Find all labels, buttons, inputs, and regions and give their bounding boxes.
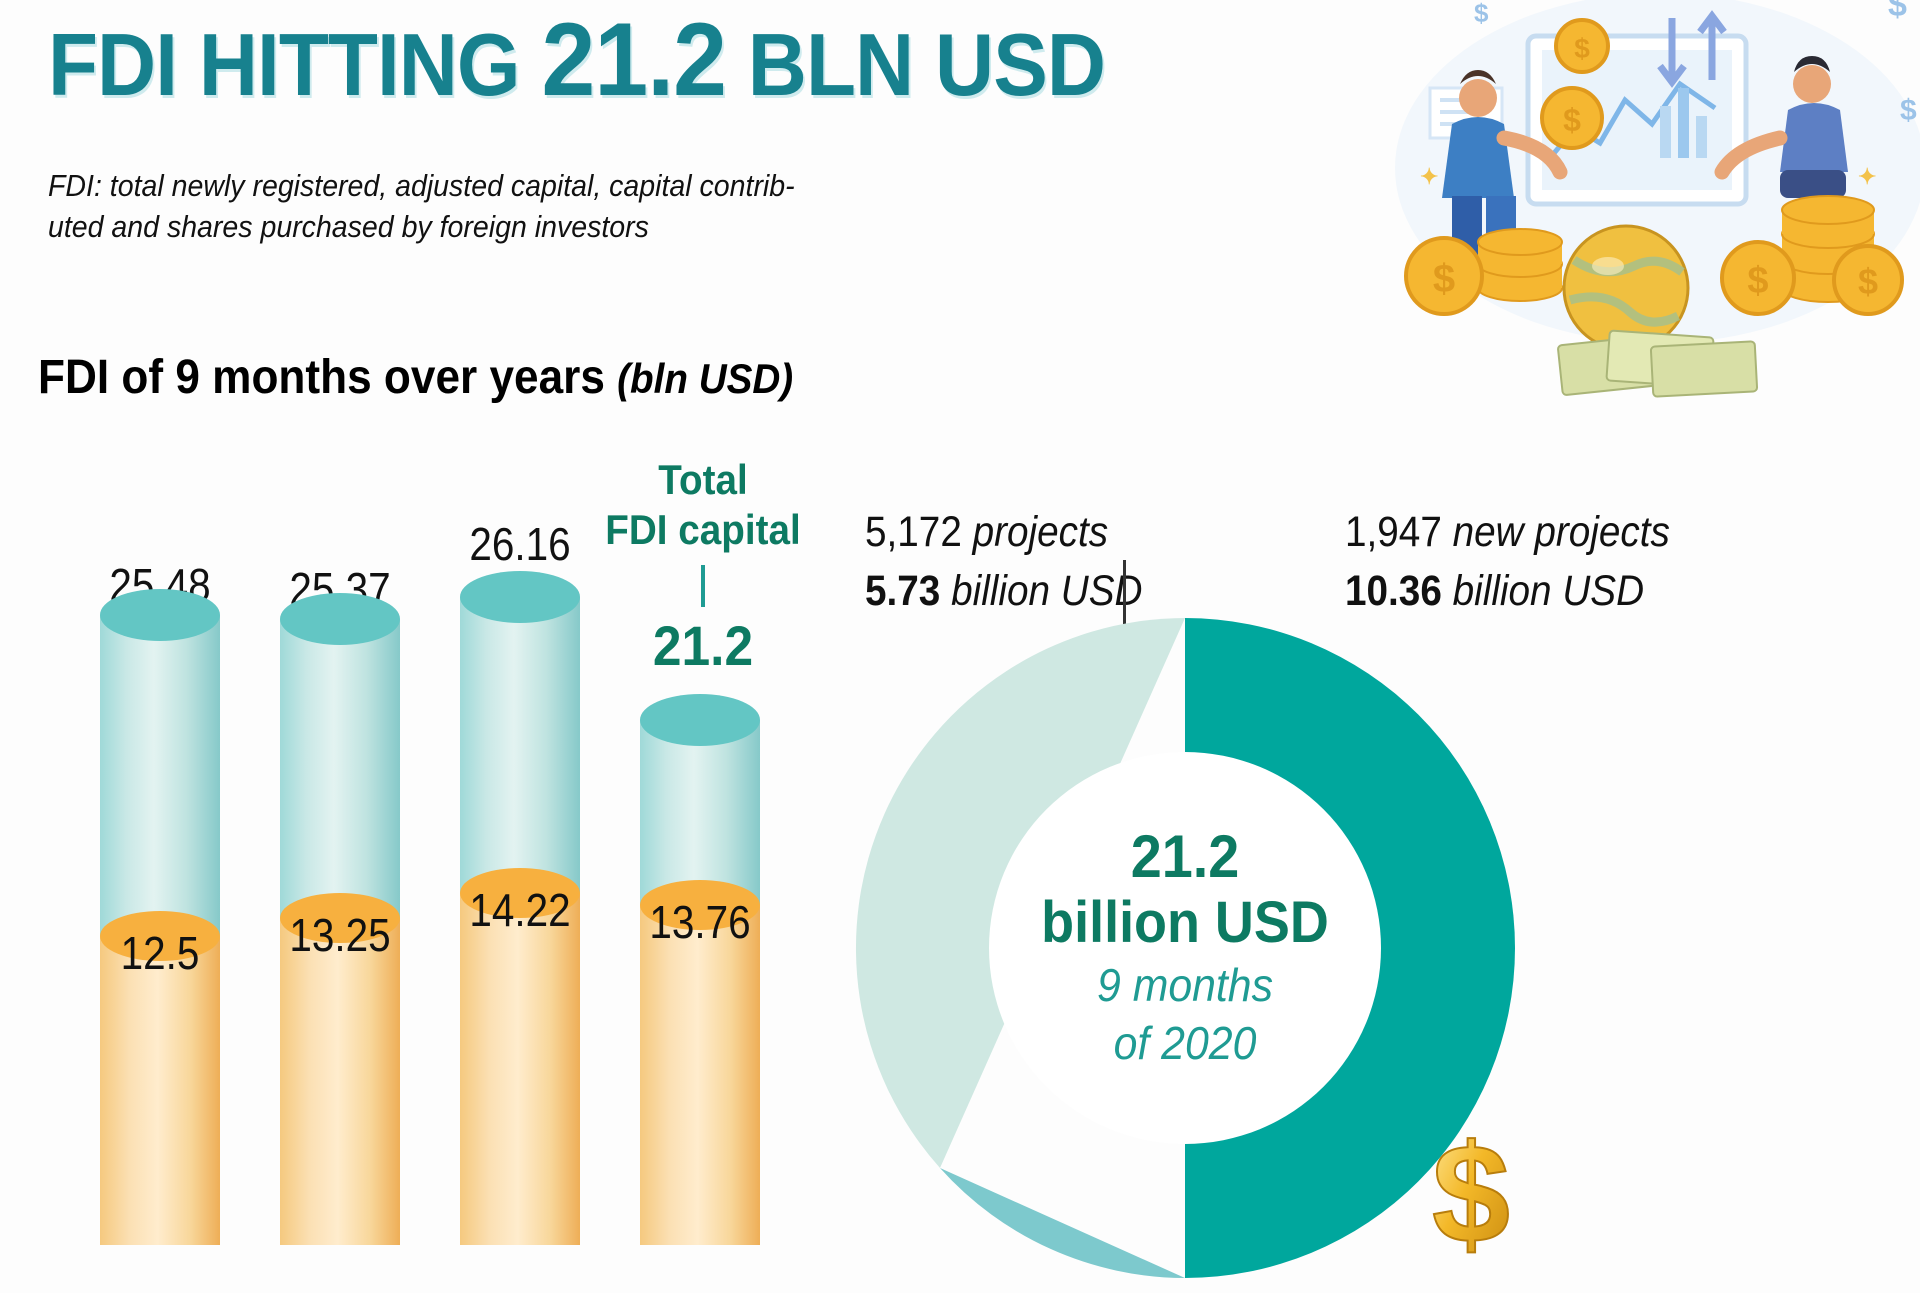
bar-cap-ellipse: [100, 589, 220, 641]
page-title-part2: BLN USD: [725, 15, 1106, 114]
page-title-value: 21.2: [541, 2, 726, 118]
total-fdi-callout: Total FDI capital 21.2: [578, 455, 828, 678]
stat-amount-line: 5.73 billion USD: [865, 567, 1279, 616]
segment-cap-ellipse: [280, 893, 400, 943]
stat-amount-unit: billion USD: [940, 567, 1143, 615]
bar-group[interactable]: 26.16 14.22: [460, 518, 580, 1245]
callout-connector-line: [701, 565, 705, 607]
bar-group[interactable]: 13.76: [640, 685, 760, 1245]
bar-cap-ellipse: [640, 694, 760, 746]
svg-text:$: $: [1858, 261, 1878, 302]
chart-heading-main: FDI of 9 months over years: [38, 351, 618, 404]
bar-bottom-label: 14.22: [469, 884, 571, 936]
page-title: FDI HITTING 21.2 BLN USD: [48, 8, 1106, 118]
stat-amount-unit: billion USD: [1441, 567, 1645, 615]
svg-text:$: $: [1574, 33, 1590, 64]
bar-cylinder: [280, 593, 400, 1245]
bar-bottom-label: 13.76: [649, 896, 751, 948]
total-callout-label-2: FDI capital: [605, 506, 801, 553]
bar-bottom-label: 13.25: [289, 909, 391, 961]
bar-group[interactable]: 25.48 12.5: [100, 559, 220, 1245]
segment-cap-ellipse: [100, 911, 220, 961]
subtitle-line-1: FDI: total newly registered, adjusted ca…: [48, 168, 795, 203]
svg-text:✦: ✦: [1420, 164, 1438, 189]
donut-center-unit: billion USD: [1041, 890, 1329, 955]
segment-cap-ellipse: [460, 868, 580, 918]
donut-segment-contribution[interactable]: [940, 1168, 1185, 1278]
total-callout-value: 21.2: [652, 614, 754, 677]
bar-top-label: 26.16: [469, 518, 571, 570]
stat-projects-line: 1,947 new projects: [1345, 508, 1759, 557]
donut-center-value: 21.2: [1130, 823, 1240, 890]
donut-center-sub-2: of 2020: [1113, 1017, 1257, 1069]
subtitle: FDI: total newly registered, adjusted ca…: [48, 165, 821, 247]
stat-projects-count: 1,947: [1345, 508, 1442, 556]
svg-text:$: $: [1432, 1118, 1510, 1268]
page-title-part1: FDI HITTING: [48, 15, 542, 114]
bar-lower-segment: [100, 911, 220, 1245]
project-stats: 5,172 projects 5.73 billion USD 1,947 ne…: [865, 508, 1905, 660]
svg-text:$: $: [1900, 94, 1917, 127]
bar-cap-ellipse: [460, 571, 580, 623]
donut-center-sub-1: 9 months: [1097, 959, 1273, 1011]
bar-cylinder: [100, 589, 220, 1245]
svg-text:$: $: [1747, 260, 1768, 302]
chart-heading-unit: (bln USD): [617, 355, 794, 402]
donut-center-text: 21.2 billion USD 9 months of 2020: [1020, 824, 1350, 1072]
stat-amount-value: 5.73: [865, 567, 941, 615]
bar-cylinder: [460, 571, 580, 1245]
svg-text:$: $: [1888, 0, 1907, 24]
donut-hole: [989, 752, 1381, 1144]
stat-projects-unit: new projects: [1441, 508, 1670, 556]
stat-projects-unit: projects: [961, 508, 1109, 556]
bar-lower-segment: [460, 868, 580, 1245]
svg-text:$: $: [1563, 102, 1581, 138]
chart-heading: FDI of 9 months over years (bln USD): [38, 350, 793, 405]
stat-amount-line: 10.36 billion USD: [1345, 567, 1759, 616]
bar-bottom-label: 12.5: [120, 927, 200, 979]
total-callout-label-1: Total: [658, 456, 748, 503]
bar-chart: 25.48 12.5 25.37 13.25 26.16 14.22: [30, 455, 830, 1245]
bar-cap-ellipse: [280, 593, 400, 645]
bar-lower-segment: [280, 893, 400, 1245]
fdi-investors-illustration: $ $ $ $ $ $ $ $ ✦ ✦: [1360, 0, 1920, 418]
svg-text:✦: ✦: [1858, 164, 1876, 189]
svg-text:$: $: [1433, 257, 1455, 301]
dollar-coin-icon: $: [1413, 1114, 1533, 1273]
svg-text:$: $: [1474, 0, 1489, 28]
stats-divider: [1123, 560, 1126, 660]
bar-group[interactable]: 25.37 13.25: [280, 560, 400, 1245]
bar-cylinder: [640, 694, 760, 1245]
stat-block-total-projects: 5,172 projects 5.73 billion USD: [865, 508, 1325, 616]
segment-cap-ellipse: [640, 880, 760, 930]
stat-amount-value: 10.36: [1345, 567, 1442, 615]
donut-chart: 21.2 billion USD 9 months of 2020 $: [845, 608, 1525, 1288]
stat-projects-count: 5,172: [865, 508, 962, 556]
stat-projects-line: 5,172 projects: [865, 508, 1279, 557]
subtitle-line-2: uted and shares purchased by foreign inv…: [48, 209, 649, 244]
bar-lower-segment: [640, 880, 760, 1245]
stat-block-new-projects: 1,947 new projects 10.36 billion USD: [1345, 508, 1805, 616]
